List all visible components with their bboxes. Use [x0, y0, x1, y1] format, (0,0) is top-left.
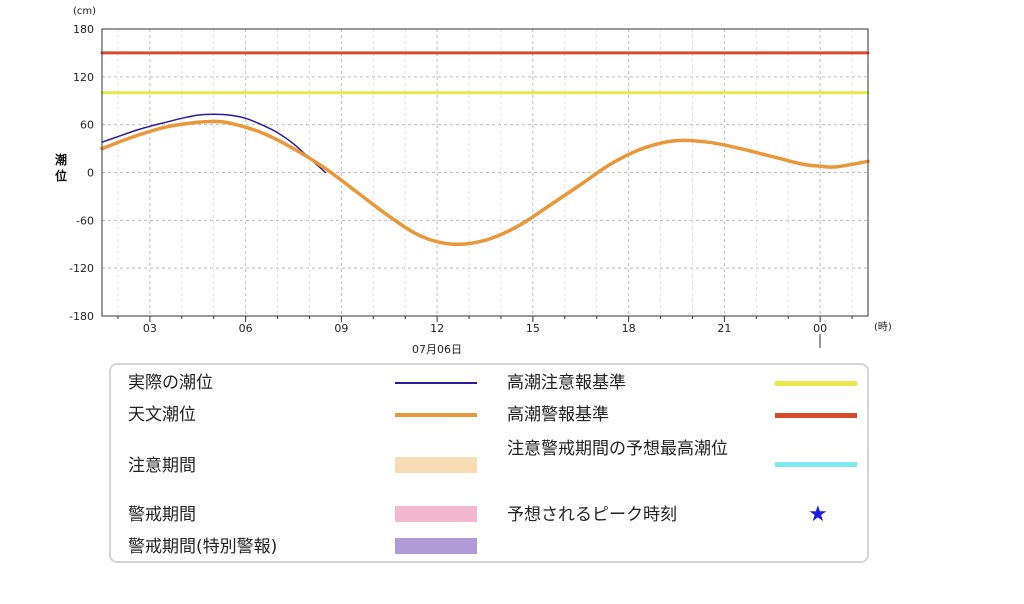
x-tick-label: 09	[334, 322, 348, 335]
series-line-actual	[101, 113, 327, 174]
legend-label-warning-level: 高潮警報基準	[507, 405, 609, 425]
x-tick-label: 06	[239, 322, 253, 335]
x-tick-label: 21	[717, 322, 731, 335]
legend-label-caution-level: 高潮注意報基準	[507, 373, 626, 393]
plot-frame	[101, 28, 869, 317]
legend-label-peak-time: 予想されるピーク時刻	[507, 505, 677, 525]
series-line-astro	[100, 119, 870, 247]
y-tick-label: 120	[73, 71, 94, 84]
y-tick-labels: 180 120 60 0 -60 -120 -180	[69, 23, 94, 323]
legend-swatch-warning-period	[395, 506, 477, 522]
legend: 実際の潮位 天文潮位 注意期間 警戒期間 警戒期間(特別警報) 高潮注意報基準 …	[109, 363, 869, 563]
grid-layer	[102, 29, 868, 322]
legend-swatch-warning-level	[775, 413, 857, 418]
y-tick-label: 180	[73, 23, 94, 36]
legend-swatch-special-period	[395, 538, 477, 554]
legend-label-special-period: 警戒期間(特別警報)	[128, 537, 278, 557]
date-label: 07月06日	[412, 343, 462, 356]
x-tick-label: 12	[430, 322, 444, 335]
y-tick-label: -180	[69, 310, 94, 323]
x-tick-label: 00	[813, 322, 827, 335]
y-tick-label: 60	[80, 119, 94, 132]
y-unit-label: (cm)	[73, 6, 96, 17]
y-axis-label: 潮位	[55, 152, 67, 183]
legend-swatch-caution-level	[775, 381, 857, 386]
x-tick-label: 03	[143, 322, 157, 335]
x-tick-label: 15	[526, 322, 540, 335]
y-tick-label: -120	[69, 262, 94, 275]
x-tick-label: 18	[622, 322, 636, 335]
legend-swatch-astro	[395, 413, 477, 417]
tide-chart: 180 120 60 0 -60 -120 -180 03 06 09 12 15 18 21 00 (c…	[55, 6, 892, 356]
star-icon: ★	[808, 502, 828, 527]
y-tick-label: -60	[76, 214, 94, 227]
legend-swatch-actual	[395, 382, 477, 384]
reference-lines	[100, 51, 870, 95]
legend-swatch-forecast-peak-level	[775, 462, 857, 467]
legend-swatch-caution-period	[395, 457, 477, 473]
legend-label-actual: 実際の潮位	[128, 373, 213, 393]
y-tick-label: 0	[87, 167, 94, 180]
x-tick-labels: 03 06 09 12 15 18 21 00	[143, 322, 827, 335]
legend-label-forecast-peak-level: 注意警戒期間の予想最高潮位	[507, 439, 728, 459]
series-layer	[100, 113, 870, 247]
x-unit-label: (時)	[874, 321, 892, 333]
legend-label-warning-period: 警戒期間	[128, 505, 196, 525]
legend-label-astro: 天文潮位	[128, 405, 196, 425]
legend-label-caution-period: 注意期間	[128, 456, 196, 476]
